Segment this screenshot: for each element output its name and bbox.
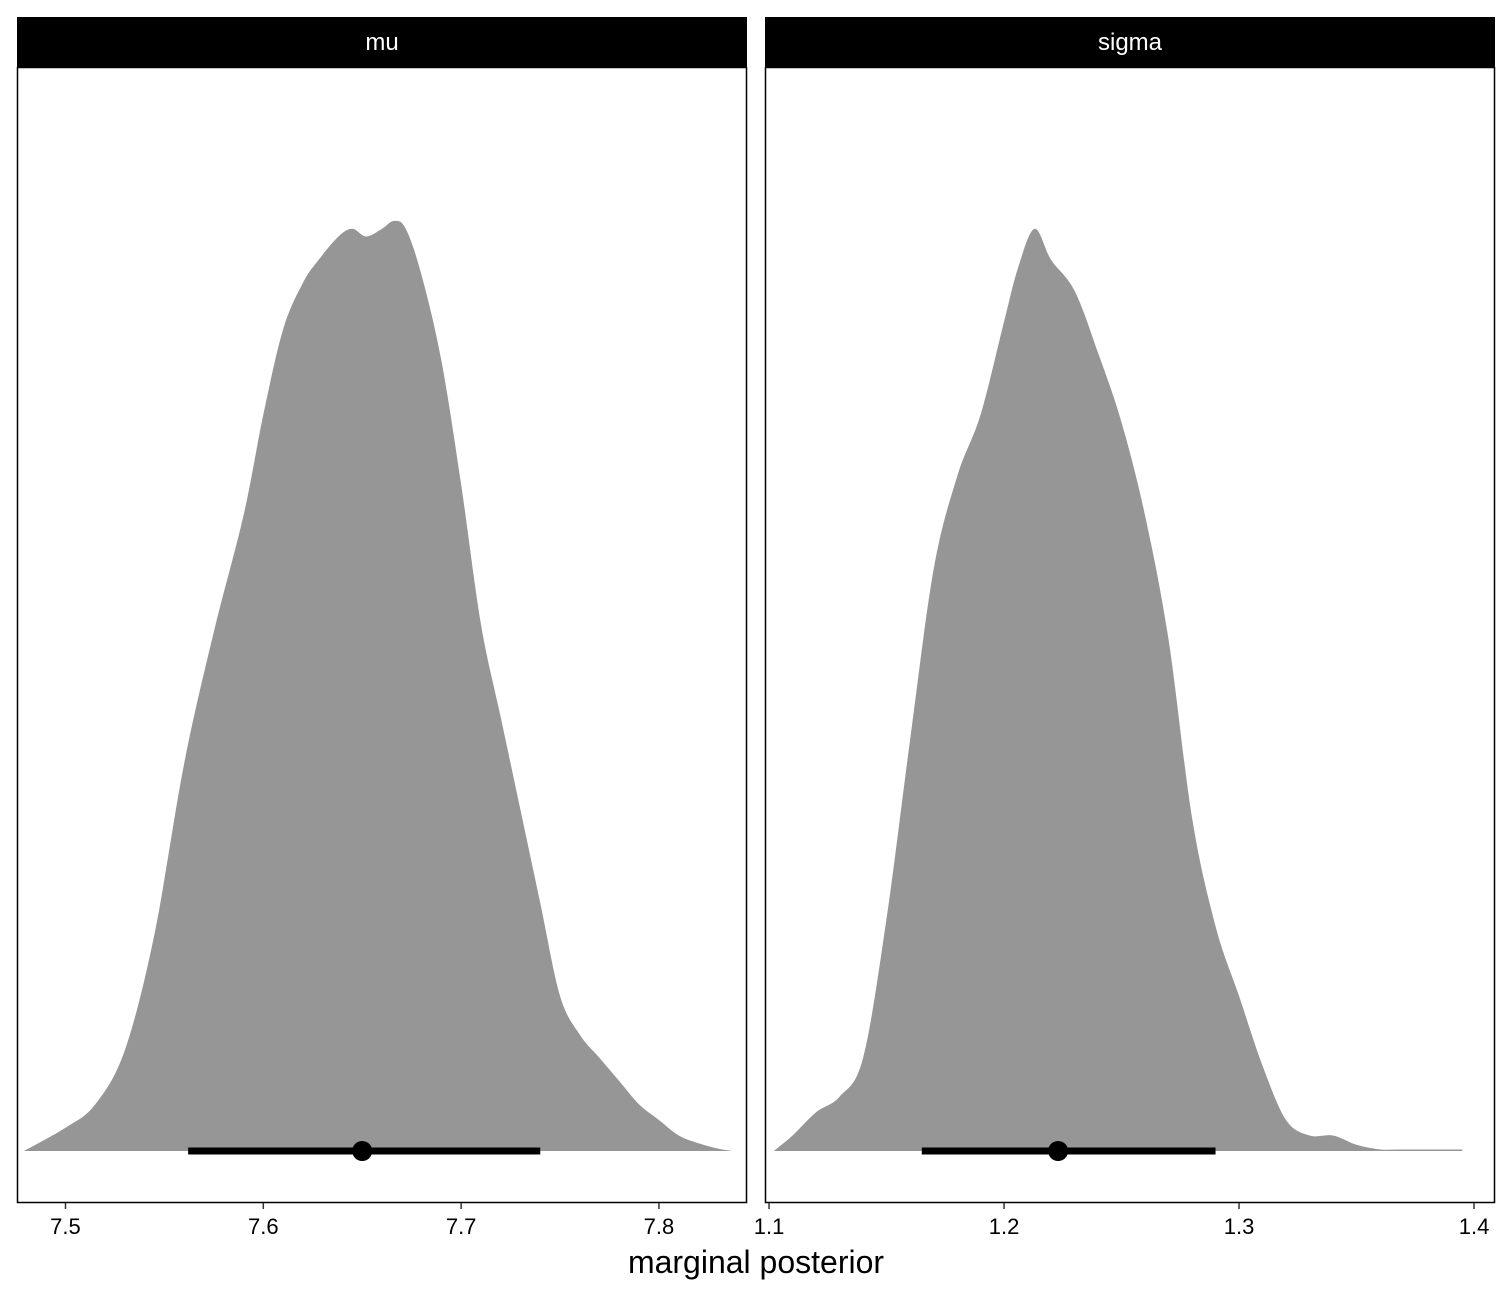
x-axis-sigma: 1.1 1.2 1.3 1.4 [754, 1203, 1490, 1239]
facet-mu: mu 7.5 7.6 7.7 7.8 [16, 17, 748, 1239]
x-tick-label-mu: 7.6 [248, 1214, 279, 1239]
x-tick-label-sigma: 1.4 [1459, 1214, 1490, 1239]
facet-sigma: sigma 1.1 1.2 1.3 1.4 [754, 17, 1496, 1239]
point-estimate-mu [352, 1141, 373, 1161]
x-tick-label-sigma: 1.3 [1224, 1214, 1255, 1239]
x-tick-label-mu: 7.8 [644, 1214, 675, 1239]
x-tick-label-mu: 7.5 [50, 1214, 81, 1239]
strip-label-mu: mu [365, 29, 398, 56]
density-area-mu [23, 220, 733, 1151]
point-estimate-sigma [1048, 1141, 1069, 1161]
strip-label-sigma: sigma [1098, 29, 1163, 56]
x-axis-title: marginal posterior [628, 1244, 884, 1280]
density-area-sigma [773, 228, 1463, 1151]
strip-sigma [765, 17, 1495, 67]
x-tick-label-mu: 7.7 [446, 1214, 477, 1239]
x-tick-label-sigma: 1.1 [754, 1214, 785, 1239]
x-axis-mu: 7.5 7.6 7.7 7.8 [50, 1203, 674, 1239]
strip-mu [17, 17, 747, 67]
panel-border-sigma [764, 66, 1496, 1204]
x-tick-label-sigma: 1.2 [989, 1214, 1020, 1239]
panel-border-mu [16, 66, 748, 1204]
